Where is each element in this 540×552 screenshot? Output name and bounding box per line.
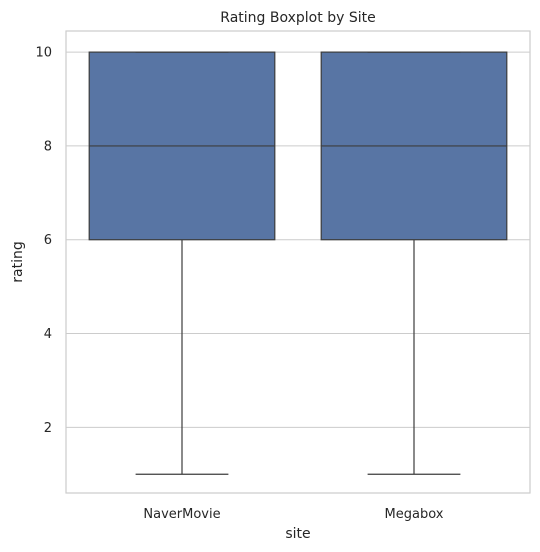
x-tick-label: Megabox [385, 507, 444, 522]
x-tick-label: NaverMovie [143, 507, 220, 522]
y-axis-label: rating [10, 241, 26, 282]
x-axis-label: site [285, 526, 310, 542]
plot-frame [65, 30, 531, 494]
box-megabox [320, 51, 508, 475]
y-tick-label: 6 [44, 233, 52, 248]
chart-title: Rating Boxplot by Site [220, 10, 375, 26]
x-tick-labels: NaverMovie Megabox [143, 507, 443, 522]
y-tick-label: 4 [44, 327, 52, 342]
boxes [88, 51, 508, 475]
box-navermovie [88, 51, 276, 475]
y-tick-label: 8 [44, 139, 52, 154]
y-tick-labels: 2 4 6 8 10 [35, 46, 52, 436]
y-tick-label: 2 [44, 421, 52, 436]
y-tick-label: 10 [35, 46, 52, 61]
